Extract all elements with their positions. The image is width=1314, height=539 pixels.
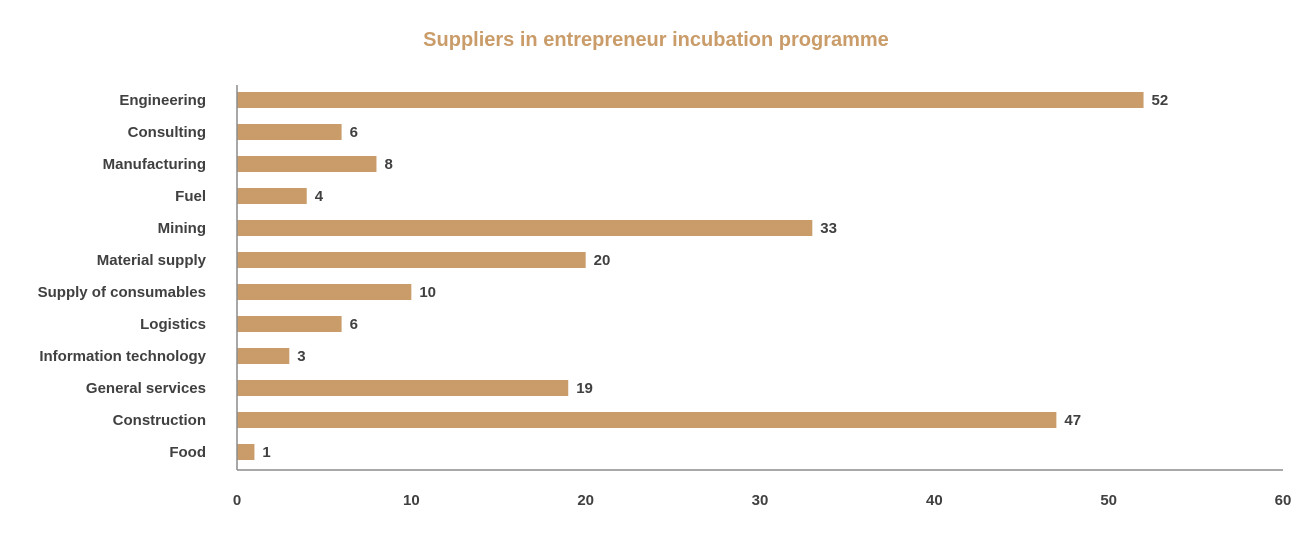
x-tick-label: 20 bbox=[577, 492, 594, 509]
chart-title: Suppliers in entrepreneur incubation pro… bbox=[423, 29, 889, 51]
category-label: Information technology bbox=[39, 348, 206, 365]
bar-construction bbox=[237, 412, 1057, 428]
category-label: General services bbox=[86, 380, 206, 397]
x-tick-label: 0 bbox=[233, 492, 241, 509]
data-label: 1 bbox=[262, 444, 270, 461]
data-label: 4 bbox=[315, 188, 324, 205]
data-label: 33 bbox=[820, 220, 837, 237]
category-label: Food bbox=[169, 444, 206, 461]
bar-manufacturing bbox=[237, 156, 377, 172]
category-label: Engineering bbox=[119, 92, 206, 109]
bar-general-services bbox=[237, 380, 569, 396]
category-label: Mining bbox=[158, 220, 206, 237]
bar-engineering bbox=[237, 92, 1144, 108]
data-label: 47 bbox=[1064, 412, 1081, 429]
data-label: 6 bbox=[350, 316, 358, 333]
data-label: 6 bbox=[350, 124, 358, 141]
data-label: 20 bbox=[594, 252, 611, 269]
category-label: Consulting bbox=[128, 124, 206, 141]
category-label: Fuel bbox=[175, 188, 206, 205]
x-tick-label: 10 bbox=[403, 492, 420, 509]
bar-material-supply bbox=[237, 252, 586, 268]
data-label: 19 bbox=[576, 380, 593, 397]
labels-group: Engineering 52 Consulting 6 Manufacturing 8 Fu… bbox=[38, 92, 1169, 461]
x-tick-label: 30 bbox=[752, 492, 769, 509]
x-tick-label: 40 bbox=[926, 492, 943, 509]
data-label: 3 bbox=[297, 348, 305, 365]
bar-food bbox=[237, 444, 255, 460]
x-axis-ticks: 0 10 20 30 40 50 60 bbox=[233, 492, 1292, 509]
x-tick-label: 60 bbox=[1275, 492, 1292, 509]
data-label: 10 bbox=[419, 284, 436, 301]
bars-group bbox=[237, 92, 1144, 460]
bar-fuel bbox=[237, 188, 307, 204]
category-label: Manufacturing bbox=[103, 156, 206, 173]
category-label: Construction bbox=[113, 412, 206, 429]
bar-consulting bbox=[237, 124, 342, 140]
bar-logistics bbox=[237, 316, 342, 332]
x-tick-label: 50 bbox=[1100, 492, 1117, 509]
category-label: Logistics bbox=[140, 316, 206, 333]
category-label: Material supply bbox=[97, 252, 207, 269]
bar-supply-of-consumables bbox=[237, 284, 412, 300]
bar-information-technology bbox=[237, 348, 290, 364]
data-label: 8 bbox=[384, 156, 392, 173]
bar-mining bbox=[237, 220, 813, 236]
category-label: Supply of consumables bbox=[38, 284, 206, 301]
data-label: 52 bbox=[1152, 92, 1169, 109]
